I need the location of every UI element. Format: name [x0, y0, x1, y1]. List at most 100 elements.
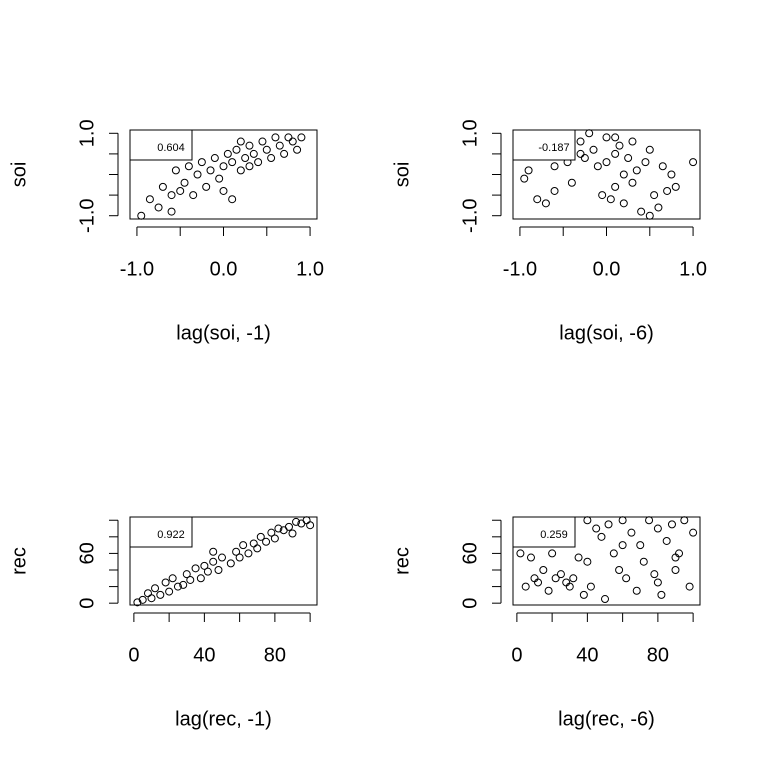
point	[551, 574, 560, 583]
point	[632, 586, 641, 595]
point	[228, 158, 237, 167]
plot-box	[512, 129, 701, 220]
point	[663, 186, 672, 195]
y-tick-label: 0	[76, 598, 98, 609]
point	[592, 524, 601, 533]
point	[615, 565, 624, 574]
point	[637, 207, 646, 216]
point	[288, 137, 297, 146]
point	[583, 516, 592, 525]
point	[641, 158, 650, 167]
point	[548, 549, 557, 558]
point	[226, 559, 235, 568]
point	[133, 598, 142, 607]
point	[262, 145, 271, 154]
point	[165, 587, 174, 596]
point	[556, 570, 565, 579]
point	[306, 521, 315, 530]
point	[619, 170, 628, 179]
point	[249, 149, 258, 158]
point	[270, 534, 279, 543]
point	[580, 154, 589, 163]
point	[147, 594, 156, 603]
point	[524, 166, 533, 175]
point	[245, 162, 254, 171]
point	[645, 145, 654, 154]
point	[197, 158, 206, 167]
x-tick-label: -1.0	[503, 258, 537, 280]
point	[541, 199, 550, 208]
point	[167, 191, 176, 200]
point	[137, 211, 146, 220]
point	[516, 549, 525, 558]
point	[658, 162, 667, 171]
point	[262, 537, 271, 546]
point	[302, 516, 311, 525]
point	[567, 178, 576, 187]
point	[258, 137, 267, 146]
point	[539, 565, 548, 574]
point	[191, 564, 200, 573]
point	[671, 553, 680, 562]
point	[210, 154, 219, 163]
point	[624, 154, 633, 163]
point	[544, 586, 553, 595]
point	[256, 532, 265, 541]
point	[236, 137, 245, 146]
point	[184, 162, 193, 171]
point	[219, 186, 228, 195]
point	[180, 178, 189, 187]
plot-box	[512, 516, 701, 606]
y-tick-label: 60	[76, 542, 98, 564]
point	[628, 178, 637, 187]
point	[267, 528, 276, 537]
point	[611, 133, 620, 142]
point	[619, 199, 628, 208]
point	[274, 524, 283, 533]
y-tick-label: 1.0	[459, 119, 481, 147]
point	[284, 133, 293, 142]
x-tick-label: -1.0	[120, 258, 154, 280]
point	[628, 137, 637, 146]
point	[533, 195, 542, 204]
x-tick-label: 1.0	[679, 258, 707, 280]
point	[223, 149, 232, 158]
point	[241, 154, 250, 163]
point	[158, 182, 167, 191]
x-axis-title: lag(soi, -6)	[559, 322, 653, 344]
point	[526, 553, 535, 562]
point	[636, 541, 645, 550]
point	[173, 582, 182, 591]
point	[288, 529, 297, 538]
point	[550, 186, 559, 195]
point	[293, 145, 302, 154]
point	[235, 553, 244, 562]
point	[569, 574, 578, 583]
point	[589, 145, 598, 154]
point	[604, 520, 613, 529]
point	[667, 170, 676, 179]
point	[143, 589, 152, 598]
point	[618, 541, 627, 550]
x-tick-label: 0.0	[593, 258, 621, 280]
point	[574, 553, 583, 562]
x-tick-label: 1.0	[296, 258, 324, 280]
y-axis-title: rec	[391, 547, 413, 575]
point	[618, 516, 627, 525]
y-axis-title: rec	[8, 547, 30, 575]
point	[611, 149, 620, 158]
point	[521, 582, 530, 591]
point	[154, 203, 163, 212]
point	[632, 166, 641, 175]
y-tick-label: -1.0	[459, 198, 481, 232]
point	[593, 162, 602, 171]
point	[565, 582, 574, 591]
correlation-label: -0.187	[538, 142, 569, 154]
point	[253, 544, 262, 553]
point	[689, 158, 698, 167]
point	[653, 524, 662, 533]
point	[585, 129, 594, 138]
point	[611, 182, 620, 191]
point	[215, 174, 224, 183]
point	[601, 595, 610, 604]
